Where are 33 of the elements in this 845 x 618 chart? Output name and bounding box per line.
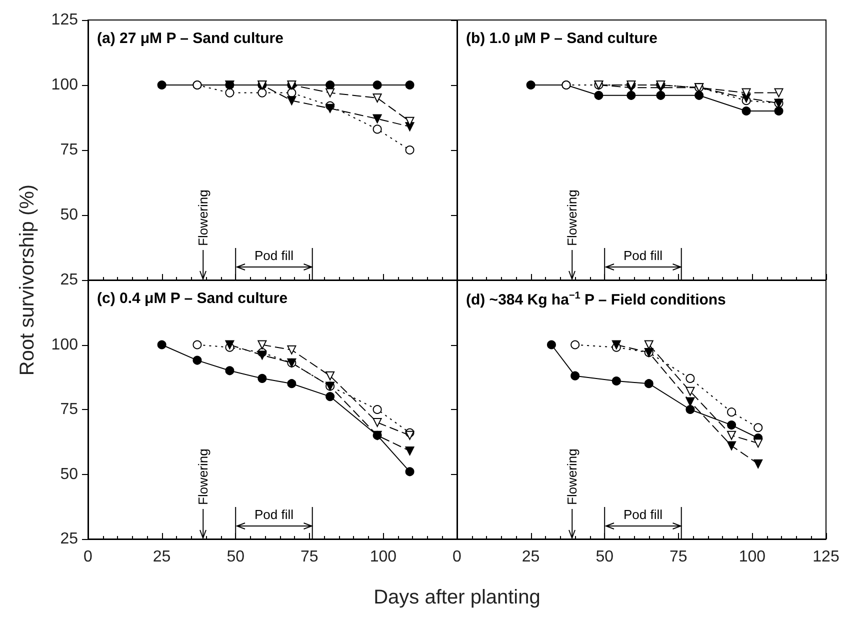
- y-tick-label: 125: [51, 12, 78, 28]
- y-tick-label: 100: [51, 76, 78, 94]
- text: (b) 1.0 μM P – Sand culture: [466, 30, 658, 47]
- x-axis-title: Days after planting: [374, 586, 540, 610]
- annotation: Pod fill: [623, 507, 663, 522]
- y-tick-label: 25: [60, 530, 78, 548]
- x-tick-label: 100: [738, 548, 766, 566]
- x-tick-label: 0: [84, 548, 93, 566]
- y-tick-label: 75: [60, 142, 78, 158]
- y-axis-title: Root survivorship (%): [16, 184, 40, 376]
- y-tick-label: 100: [51, 336, 78, 354]
- x-tick-label: 100: [370, 548, 397, 566]
- ref-line-label: Flowering: [564, 190, 580, 246]
- y-tick-label: 50: [60, 466, 78, 483]
- annotation: Pod fill: [254, 248, 294, 263]
- ref-line-label: Flowering: [564, 448, 580, 505]
- x-tick-label: 25: [522, 548, 540, 566]
- x-tick-label: 75: [300, 548, 318, 566]
- x-tick-label: 0: [452, 548, 462, 566]
- x-tick-label: 50: [226, 548, 245, 566]
- x-tick-label: 25: [152, 548, 171, 566]
- y-tick-label: 75: [60, 401, 78, 418]
- annotation: Pod fill: [623, 248, 663, 263]
- x-tick-label: 75: [670, 548, 688, 566]
- y-tick-label: 50: [60, 206, 78, 224]
- annotation: Pod fill: [254, 507, 294, 522]
- x-tick-label: 50: [596, 548, 614, 566]
- y-tick-label: 25: [60, 272, 78, 288]
- ref-line-label: Flowering: [196, 448, 211, 505]
- text: (c) 0.4 μM P – Sand culture: [97, 290, 288, 307]
- x-tick-label: 125: [812, 548, 840, 566]
- text: (a) 27 μM P – Sand culture: [97, 30, 284, 47]
- ref-line-label: Flowering: [196, 190, 211, 246]
